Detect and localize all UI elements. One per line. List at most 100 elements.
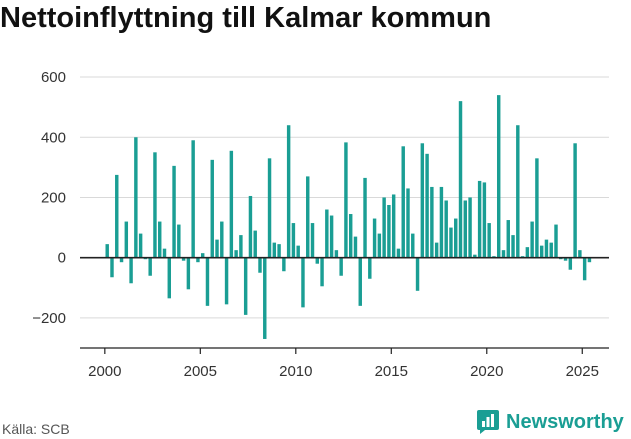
- bar: [439, 186, 444, 258]
- bar: [578, 250, 582, 258]
- bar: [516, 125, 520, 258]
- x-tick-label: 2010: [279, 363, 312, 380]
- bar: [363, 177, 367, 258]
- bar: [506, 220, 510, 258]
- bar: [501, 250, 506, 258]
- bar: [329, 215, 334, 258]
- bar: [220, 221, 224, 258]
- bar: [277, 244, 281, 258]
- y-tick-label: 600: [41, 69, 66, 86]
- bar: [396, 248, 401, 258]
- bar: [115, 174, 119, 258]
- bar: [162, 248, 167, 258]
- y-tick-label: 200: [41, 189, 66, 206]
- bar: [549, 242, 553, 258]
- bar: [148, 257, 152, 276]
- bar: [177, 224, 181, 258]
- bar: [554, 224, 558, 258]
- bar: [387, 205, 391, 258]
- bar: [458, 101, 463, 258]
- bar: [172, 165, 176, 258]
- x-tick-label: 2015: [375, 363, 408, 380]
- bar: [110, 257, 114, 278]
- bar: [296, 245, 300, 258]
- bar: [406, 188, 410, 258]
- bar: [358, 257, 362, 306]
- bar: [582, 257, 587, 281]
- bar: [573, 143, 577, 258]
- bar: [153, 152, 157, 258]
- bar: [301, 257, 305, 308]
- bar: [167, 257, 171, 299]
- bar: [391, 194, 396, 258]
- bar: [473, 254, 477, 258]
- bar: [401, 146, 405, 258]
- bar: [119, 257, 124, 263]
- bar: [344, 142, 348, 258]
- bar: [587, 257, 592, 263]
- bar: [263, 257, 267, 339]
- bar: [449, 227, 453, 258]
- bar: [310, 223, 315, 258]
- bar: [482, 182, 487, 258]
- bar: [234, 250, 238, 258]
- bar: [306, 176, 310, 258]
- bar: [210, 159, 214, 258]
- bar: [425, 153, 429, 258]
- bar: [186, 257, 191, 290]
- bar: [382, 197, 386, 258]
- bar: [272, 242, 277, 258]
- bar: [267, 158, 272, 258]
- bar: [291, 223, 296, 258]
- x-tick-label: 2005: [184, 363, 217, 380]
- chart-title: Nettoinflyttning till Kalmar kommun: [0, 2, 492, 34]
- bar: [339, 257, 343, 276]
- bar: [134, 137, 138, 258]
- bar: [196, 257, 200, 263]
- bar: [158, 221, 162, 258]
- bar: [325, 209, 329, 258]
- bar: [239, 235, 243, 258]
- bar: [286, 125, 291, 258]
- bar: [181, 257, 186, 261]
- bar: [348, 214, 353, 258]
- bar: [468, 197, 472, 258]
- bar: [477, 180, 482, 258]
- bar: [444, 200, 448, 258]
- bar: [539, 245, 544, 258]
- x-tick-label: 2025: [566, 363, 599, 380]
- bar: [129, 257, 133, 284]
- bar: [258, 257, 262, 273]
- x-tick-label: 2000: [88, 363, 121, 380]
- bar: [282, 257, 286, 272]
- bar: [353, 236, 358, 258]
- y-tick-label: 0: [58, 250, 66, 267]
- bar: [563, 257, 568, 261]
- bar: [191, 140, 195, 258]
- bar: [368, 257, 372, 279]
- bar: [224, 257, 229, 305]
- bar: [525, 247, 530, 258]
- bar: [535, 158, 539, 258]
- bar: [430, 186, 434, 258]
- bar: [434, 242, 439, 258]
- bar: [463, 200, 468, 258]
- bar: [511, 235, 515, 258]
- bar: [568, 257, 573, 270]
- bar: [530, 221, 534, 258]
- y-tick-label: 400: [41, 129, 66, 146]
- bar: [415, 257, 420, 291]
- bar: [544, 239, 549, 258]
- brand-name: Newsworthy: [506, 410, 624, 433]
- bar: [315, 257, 320, 264]
- bar: [124, 221, 129, 258]
- bar: [411, 233, 415, 258]
- bar: [253, 230, 257, 258]
- bar: [205, 257, 210, 306]
- bar: [487, 223, 491, 258]
- bar: [248, 195, 253, 258]
- source-label: Källa: SCB: [2, 421, 70, 437]
- bar: [243, 257, 248, 315]
- bar: [215, 239, 219, 258]
